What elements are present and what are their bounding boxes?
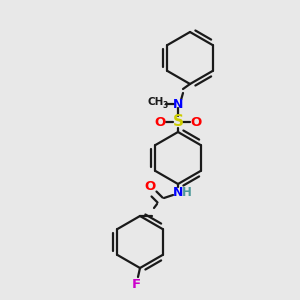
Text: O: O <box>190 116 202 128</box>
Text: O: O <box>154 116 166 128</box>
Text: O: O <box>144 181 156 194</box>
Text: N: N <box>173 98 183 110</box>
Text: CH: CH <box>148 97 164 107</box>
Text: S: S <box>172 115 184 130</box>
Text: N: N <box>173 187 183 200</box>
Text: 3: 3 <box>162 101 168 110</box>
Text: F: F <box>131 278 141 292</box>
Text: H: H <box>182 187 192 200</box>
